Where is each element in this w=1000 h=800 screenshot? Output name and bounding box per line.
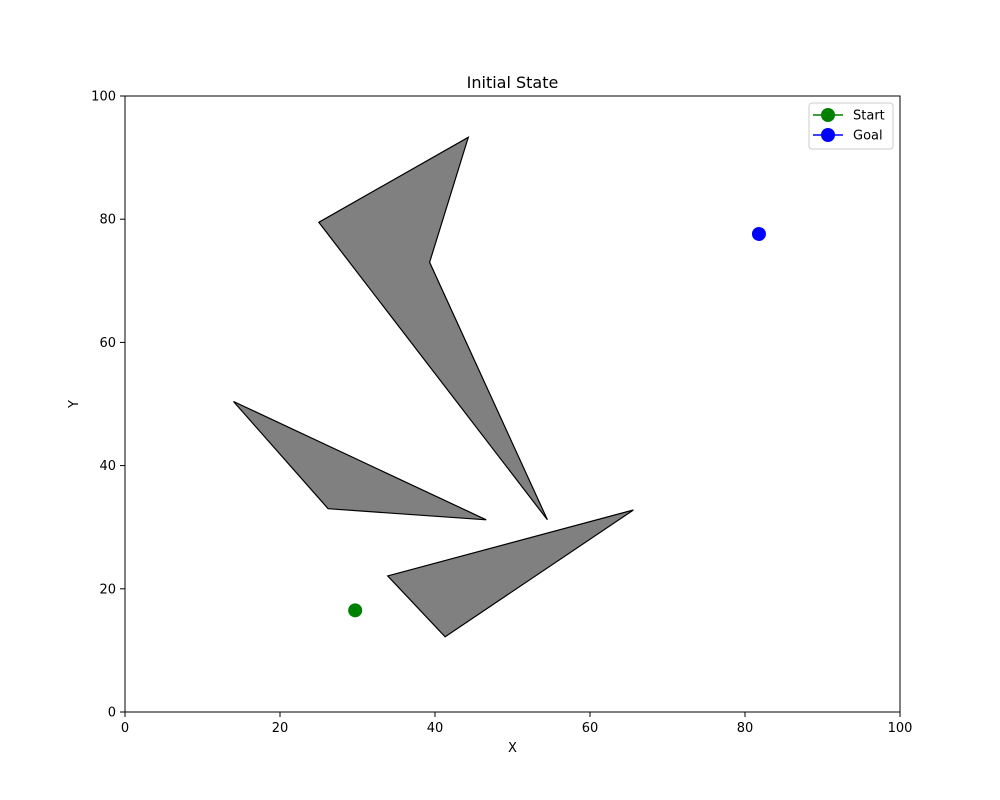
plot-area <box>125 96 900 712</box>
start-point <box>348 603 363 618</box>
y-tick-label: 100 <box>91 90 116 105</box>
chart-title: Initial State <box>467 73 559 92</box>
y-tick-label: 60 <box>99 336 116 351</box>
obstacles-layer <box>233 136 634 638</box>
y-tick-label: 40 <box>99 459 116 474</box>
x-tick-label: 20 <box>272 721 289 736</box>
points-layer <box>348 226 766 618</box>
x-tick-label: 80 <box>737 721 754 736</box>
obstacle-3 <box>386 509 634 638</box>
y-tick-label: 0 <box>108 706 116 721</box>
y-tick-label: 80 <box>99 213 116 228</box>
x-tick-label: 40 <box>427 721 444 736</box>
x-tick-label: 100 <box>888 721 913 736</box>
legend-marker-goal <box>821 128 835 142</box>
y-axis: 0 20 40 60 80 100 <box>91 90 125 721</box>
legend: Start Goal <box>808 102 894 150</box>
obstacle-1 <box>317 136 548 521</box>
legend-label-start: Start <box>853 109 885 124</box>
x-axis-label: X <box>508 741 517 756</box>
y-axis-label: Y <box>67 400 82 409</box>
x-tick-label: 60 <box>582 721 599 736</box>
x-axis: 0 20 40 60 80 100 <box>121 712 913 736</box>
x-tick-label: 0 <box>121 721 129 736</box>
y-tick-label: 20 <box>99 582 116 597</box>
legend-marker-start <box>821 108 835 122</box>
legend-label-goal: Goal <box>853 129 883 144</box>
plot-frame <box>124 95 901 713</box>
goal-point <box>751 226 766 241</box>
obstacle-2 <box>233 400 487 521</box>
